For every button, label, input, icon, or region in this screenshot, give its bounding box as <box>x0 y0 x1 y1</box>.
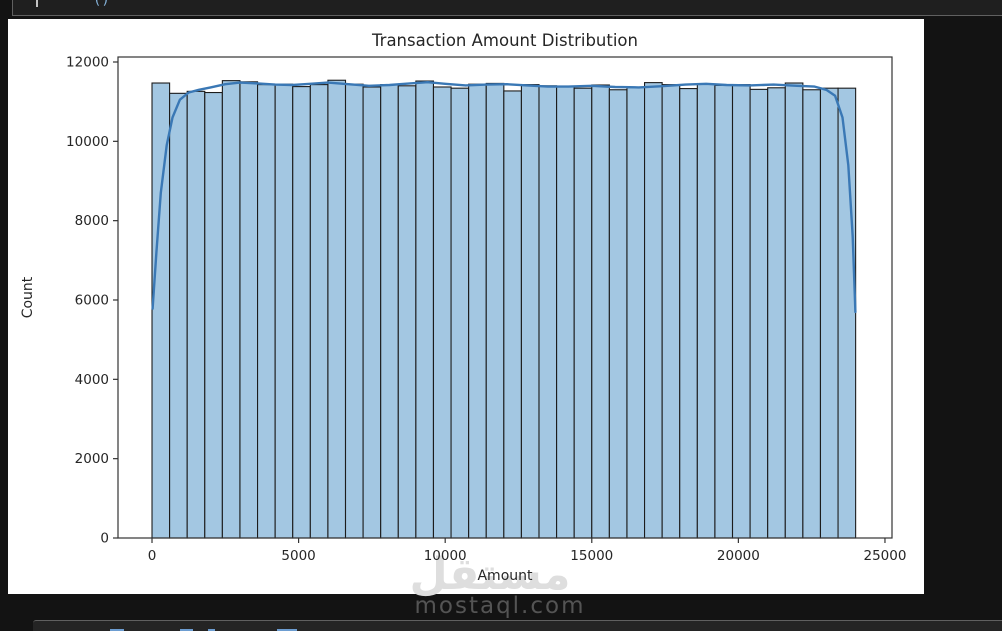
histogram-bar <box>819 87 839 539</box>
histogram-bar <box>204 91 223 539</box>
histogram-bar <box>292 86 311 539</box>
partial-code-sliver <box>110 629 124 631</box>
histogram-chart: 0 5000 10000 15000 20000 25000 0 2000 4000 6000 80… <box>20 31 906 584</box>
histogram-bar <box>186 90 206 539</box>
histogram-bar <box>468 83 487 539</box>
histogram-bar <box>679 88 698 539</box>
histogram-bar <box>643 82 663 539</box>
y-tick-label: 12000 <box>66 54 109 70</box>
next-cell-top-edge[interactable] <box>33 620 1002 631</box>
histogram-bar <box>344 83 364 539</box>
histogram-bar <box>573 87 593 539</box>
histogram-bar <box>556 85 575 539</box>
histogram-bar <box>503 90 522 539</box>
histogram-bar <box>802 89 822 539</box>
partial-code-sliver <box>208 629 215 631</box>
partial-code-text: () <box>93 0 110 8</box>
histogram-bar <box>380 84 399 539</box>
y-tick-label: 0 <box>100 531 109 547</box>
watermark-url: mostaql.com <box>414 593 586 619</box>
x-tick-label: 15000 <box>570 548 613 564</box>
histogram-bar <box>450 87 470 539</box>
histogram-bar <box>520 84 540 539</box>
y-tick-label: 4000 <box>75 372 109 388</box>
watermark-logo: مستقل <box>409 549 571 600</box>
histogram-bar <box>327 79 347 539</box>
histogram-bar <box>239 81 259 539</box>
histogram-bar <box>714 84 734 539</box>
histogram-bar <box>767 87 786 539</box>
histogram-bar <box>626 86 646 539</box>
histogram-bar <box>221 80 241 539</box>
histogram-bar <box>538 85 558 539</box>
histogram-bar <box>432 86 452 539</box>
y-axis-label: Count <box>20 276 36 318</box>
chart-title: Transaction Amount Distribution <box>371 31 638 50</box>
x-axis-label: Amount <box>477 568 533 584</box>
y-tick-label: 8000 <box>75 213 109 229</box>
histogram-bar <box>362 86 382 539</box>
histogram-bar <box>661 84 681 539</box>
x-tick-label: 10000 <box>424 548 467 564</box>
partial-code-sliver <box>180 629 193 631</box>
histogram-bar <box>397 85 417 539</box>
histogram-bar <box>696 83 716 539</box>
figure-output: مستقل 0 5000 10000 15000 20000 25000 0 2000 4000… <box>8 19 924 600</box>
x-tick-label: 25000 <box>863 548 906 564</box>
histogram-bar <box>485 82 505 539</box>
x-tick-label: 20000 <box>717 548 760 564</box>
histogram-bar <box>274 83 294 539</box>
text-cursor <box>36 0 38 7</box>
y-tick-label: 6000 <box>75 292 109 308</box>
histogram-bar <box>415 80 435 539</box>
kde-curve <box>151 81 857 314</box>
x-tick-label: 5000 <box>281 548 315 564</box>
histogram-bar <box>169 92 188 539</box>
code-cell-bottom-edge[interactable]: () <box>12 0 1002 16</box>
x-tick-label: 0 <box>148 548 157 564</box>
histogram-bar <box>784 82 804 539</box>
y-tick-label: 2000 <box>75 451 109 467</box>
histogram-bar <box>749 88 769 539</box>
y-tick-label: 10000 <box>66 134 109 150</box>
plot-spines <box>117 56 893 539</box>
histogram-bar <box>257 84 276 539</box>
histogram-bar <box>608 89 628 539</box>
partial-code-sliver <box>277 629 297 631</box>
histogram-bar <box>591 84 610 539</box>
histogram-bar <box>309 84 329 539</box>
histogram-bar <box>731 84 751 539</box>
